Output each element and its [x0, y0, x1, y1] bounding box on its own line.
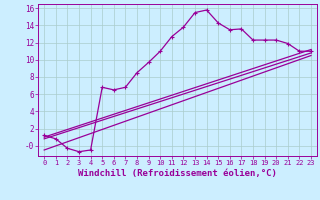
X-axis label: Windchill (Refroidissement éolien,°C): Windchill (Refroidissement éolien,°C): [78, 169, 277, 178]
